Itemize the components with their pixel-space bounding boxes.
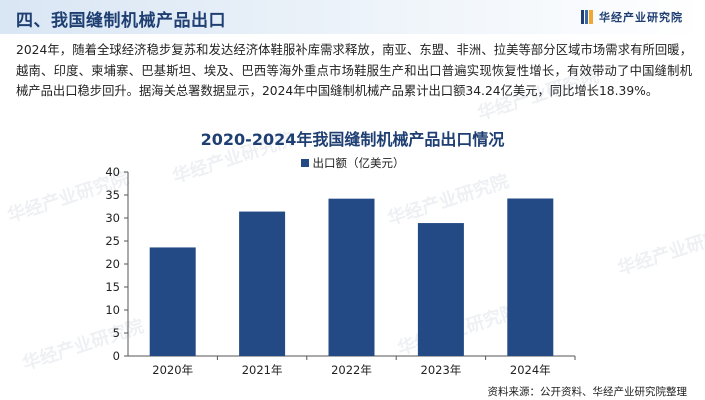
section-title: 四、我国缝制机械产品出口 [16, 11, 226, 31]
x-tick-label: 2022年 [331, 363, 372, 377]
y-tick-label: 10 [105, 303, 120, 317]
x-tick-label: 2021年 [242, 363, 283, 377]
axis-layer: 0 5 10 15 20 25 30 35 40 2020年 2021年 2022年 2023年 2024… [105, 165, 576, 377]
x-tick-label: 2024年 [510, 363, 551, 377]
y-tick-label: 15 [105, 280, 120, 294]
y-tick-label: 30 [105, 211, 120, 225]
logo-text: 华经产业研究院 [599, 11, 683, 24]
watermark-text: 华经产业研究院 [615, 220, 705, 280]
bar [149, 247, 196, 356]
watermark-text: 华经产业研究院 [170, 128, 297, 188]
chart-legend: 出口额（亿美元） [0, 155, 705, 171]
watermark-text: 华经产业研究院 [385, 170, 512, 230]
bar [239, 211, 286, 356]
y-tick-label: 40 [105, 165, 120, 179]
logo-icon [581, 10, 593, 24]
watermark-text: 华经产业研究院 [20, 315, 147, 375]
bar [417, 223, 464, 356]
chart-title: 2020-2024年我国缝制机械产品出口情况 [200, 130, 505, 149]
y-tick-label: 5 [113, 326, 120, 340]
x-tick-label: 2020年 [152, 363, 193, 377]
y-tick-label: 35 [105, 188, 120, 202]
watermark-text: 华经产业研究院 [475, 65, 602, 125]
y-tick-label: 20 [105, 257, 120, 271]
bar-layer [149, 198, 554, 356]
bar [507, 198, 554, 356]
y-tick-label: 25 [105, 234, 120, 248]
bar [328, 198, 375, 356]
legend-swatch [300, 159, 309, 167]
y-tick-label: 0 [113, 349, 120, 363]
legend-label: 出口额（亿美元） [312, 156, 405, 170]
intro-paragraph: 2024年，随着全球经济稳步复苏和发达经济体鞋服补库需求释放，南亚、东盟、非洲、… [16, 43, 692, 98]
source-note: 资料来源：公开资料、华经产业研究院整理 [487, 386, 688, 398]
x-tick-label: 2023年 [421, 363, 462, 377]
brand-logo: 华经产业研究院 [581, 9, 683, 25]
